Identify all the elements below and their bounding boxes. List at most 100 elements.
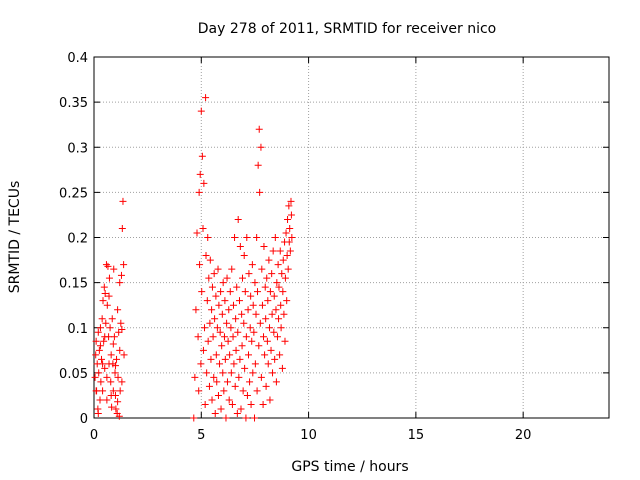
data-point [266,396,274,404]
data-point [208,306,216,314]
data-point [264,360,272,368]
data-point [104,262,112,270]
data-point [240,252,248,260]
data-point [256,319,264,327]
data-point [251,360,259,368]
data-point [95,369,103,377]
data-point [206,256,214,264]
data-point [271,355,279,363]
data-point [234,328,242,336]
data-point [253,234,261,241]
data-point [268,270,276,278]
data-point [212,351,220,359]
data-point [275,315,283,323]
data-point [244,306,252,314]
data-point [247,400,255,408]
data-point [245,351,252,359]
data-point [119,197,127,205]
data-point [197,360,205,368]
data-point [239,387,247,395]
y-tick-label: 0.15 [59,277,88,292]
data-point [279,288,287,296]
y-tick-label: 0.35 [59,96,88,111]
data-point [190,414,198,422]
data-point [102,261,110,269]
data-point [253,387,261,395]
y-tick-label: 0.3 [67,141,88,156]
data-point [213,324,221,332]
data-point [255,125,263,133]
data-point [207,355,215,363]
data-point [283,297,291,305]
data-point [288,234,296,241]
data-point [114,398,122,406]
data-point [266,288,274,296]
data-point [250,328,258,336]
data-point [110,265,118,273]
data-point [232,315,240,323]
data-point [243,234,251,241]
data-point [218,342,226,350]
data-point [211,315,219,323]
data-point [195,387,203,395]
data-point [216,360,224,368]
data-point [197,107,205,115]
data-point [113,355,121,363]
data-point [223,274,231,282]
data-point [275,283,283,291]
data-point [204,337,212,345]
data-point [238,310,246,318]
data-point [236,243,244,251]
data-point [223,319,231,327]
data-point [96,396,104,404]
data-point [118,326,126,334]
data-point [202,252,210,260]
data-point [233,409,241,417]
data-point [195,188,203,196]
data-point [103,301,111,309]
data-point [110,333,118,341]
data-point [260,333,268,341]
data-point [278,364,286,372]
data-point [242,333,250,341]
data-point [212,292,220,300]
data-point [263,274,271,282]
data-point [98,315,106,323]
data-point [284,265,292,273]
data-point [225,306,233,314]
data-point [111,369,119,377]
data-point [100,283,108,291]
data-point [229,333,237,341]
y-tick-label: 0.1 [67,322,88,337]
data-point [226,288,234,296]
data-point [99,360,107,368]
chart-title: Day 278 of 2011, SRMTID for receiver nic… [198,21,496,37]
data-point [107,378,115,386]
data-point [272,306,280,314]
x-axis-label: GPS time / hours [291,459,408,475]
data-point [261,351,269,359]
data-point [229,301,237,309]
data-point [226,351,234,359]
data-point [220,333,228,341]
data-point [96,324,104,332]
data-point [94,328,102,336]
data-point [228,265,236,273]
data-point [241,364,249,372]
y-tick-label: 0 [80,412,88,427]
data-point [201,400,209,408]
data-point [201,324,209,332]
data-point [221,355,229,363]
data-point [268,310,276,318]
ticks: 0 5 10 15 20 0 0.05 0.1 0.15 0.2 0.25 0.3 0.35 0.4 [59,51,609,443]
data-point [233,283,241,291]
data-point [283,252,291,260]
data-point [232,346,240,354]
data-point [108,403,116,411]
data-point [278,270,286,278]
data-point [265,256,273,264]
data-point [254,288,262,296]
data-point [92,351,100,359]
data-point [279,256,287,264]
